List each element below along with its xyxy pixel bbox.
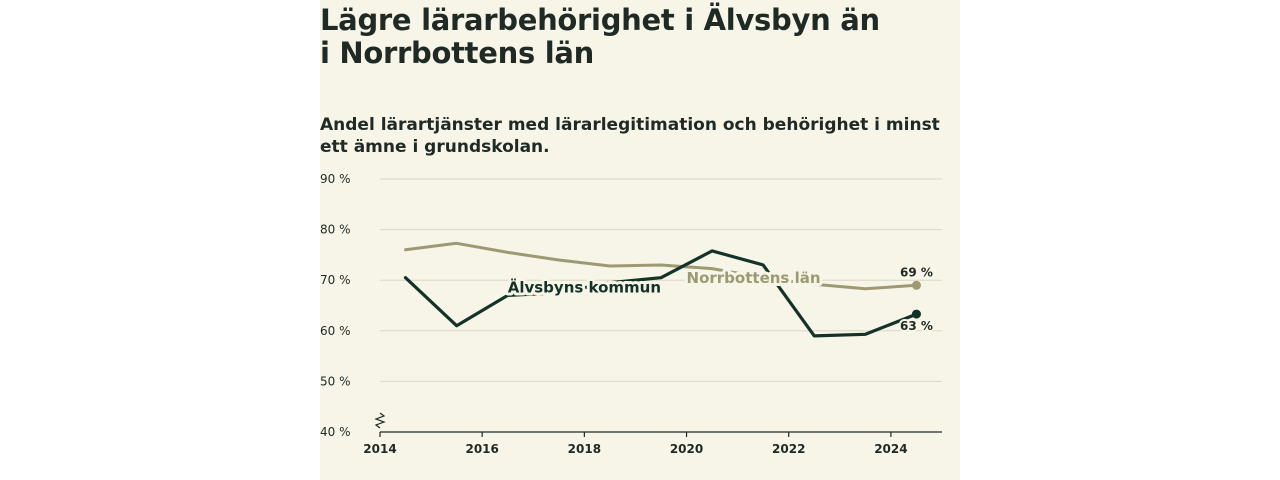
y-tick-label: 80 % [320,223,351,237]
series-line-0 [404,241,918,291]
axis-break-icon [374,412,386,429]
series-name-label-1: Älvsbyns kommun [508,277,661,296]
series-end-point-1 [911,309,921,319]
series-name-label-0: Norrbottens län [687,269,821,287]
x-tick-label: 2024 [874,442,907,456]
x-tick-label: 2016 [465,442,498,456]
y-tick-label: 50 % [320,374,351,388]
y-tick-label: 90 % [320,172,351,186]
y-tick-label: 70 % [320,273,351,287]
series-line-1 [403,249,919,338]
y-tick-label: 60 % [320,324,351,338]
x-tick-label: 2022 [772,442,805,456]
y-tick-label: 40 % [320,425,351,439]
line-chart: 40 % 50 % 60 % 70 % 80 % 90 % 2014 2016 2018 2020… [320,172,942,456]
x-tick-label: 2014 [363,442,396,456]
x-tick-label: 2018 [568,442,601,456]
x-tick-label: 2020 [670,442,703,456]
series-end-point-0 [911,280,921,290]
chart-panel: Lägre lärarbehörighet i Älvsbyn än i Nor… [320,0,960,480]
chart-title: Lägre lärarbehörighet i Älvsbyn än i Nor… [320,3,880,70]
series-end-label-0: 69 % [900,265,933,279]
chart-subtitle: Andel lärartjänster med lärarlegitimatio… [320,115,940,157]
series-end-label-1: 63 % [900,319,933,333]
